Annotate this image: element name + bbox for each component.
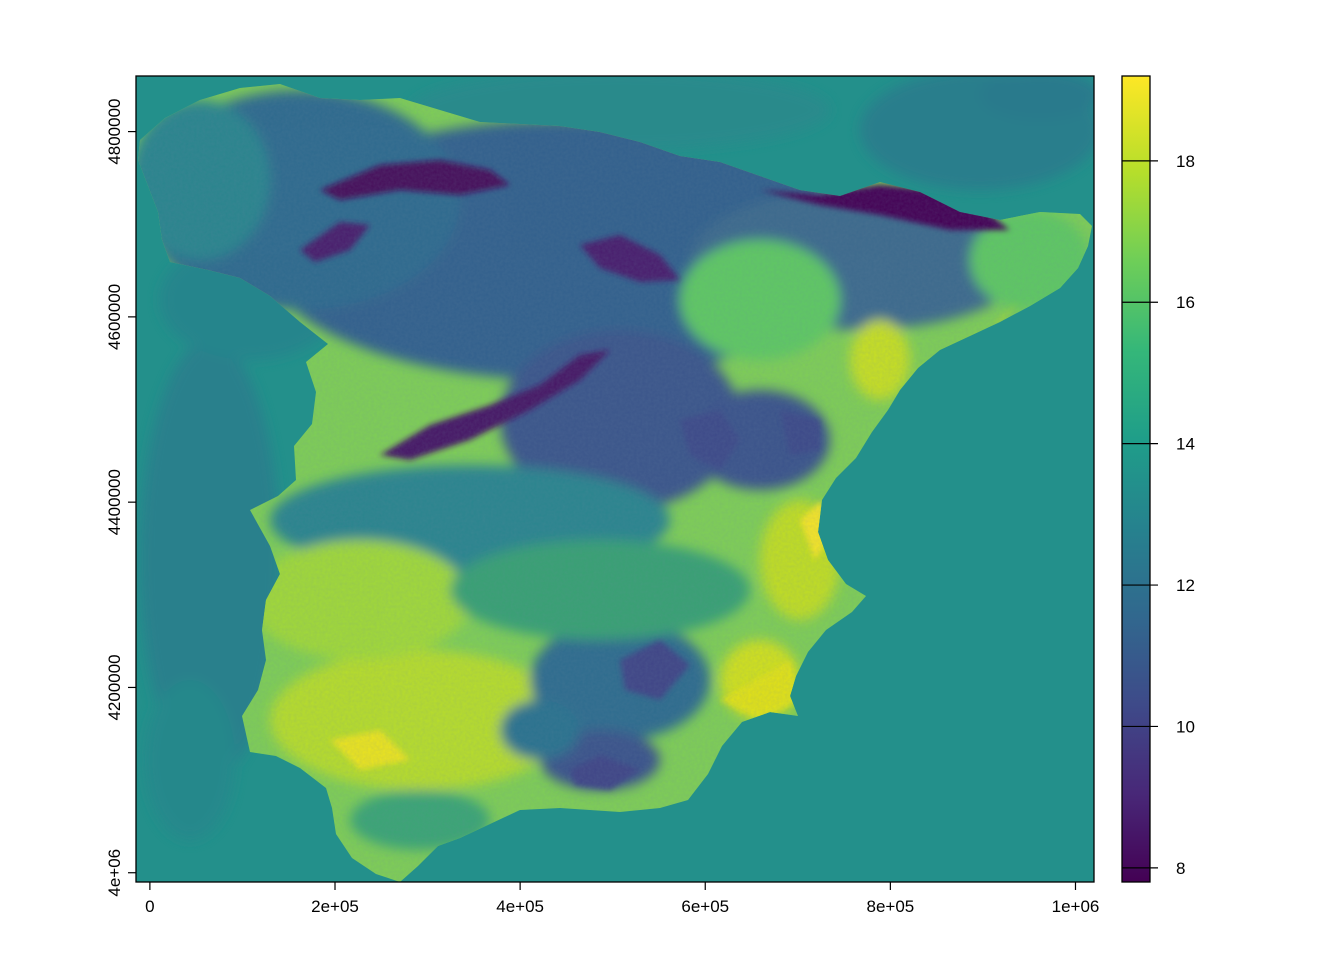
y-tick-label: 4800000 [105,98,124,164]
colorbar-gradient [1122,76,1150,882]
colorbar-tick-label: 14 [1176,435,1195,454]
y-tick-label: 4200000 [105,654,124,720]
x-axis: 0 2e+05 4e+05 6e+05 8e+05 1e+06 [145,882,1099,916]
x-tick-label: 0 [145,897,154,916]
colorbar-tick-label: 8 [1176,859,1185,878]
y-tick-label: 4400000 [105,469,124,535]
plot-frame [135,75,1095,883]
x-tick-label: 1e+06 [1052,897,1100,916]
colorbar-tick-label: 16 [1176,293,1195,312]
x-tick-label: 6e+05 [681,897,729,916]
x-tick-label: 2e+05 [311,897,359,916]
colorbar-tick-label: 12 [1176,576,1195,595]
raster-area [136,76,1094,882]
y-tick-label: 4e+06 [105,849,124,897]
land-temperature-field [138,84,1092,882]
colorbar-ticks: 8 10 12 14 16 18 [1122,152,1195,878]
colorbar: 8 10 12 14 16 18 [1121,75,1195,883]
y-axis: 4e+06 4200000 4400000 4600000 4800000 [105,98,136,897]
colorbar-tick-label: 10 [1176,717,1195,736]
colorbar-frame [1121,75,1151,883]
colorbar-tick-label: 18 [1176,152,1195,171]
x-tick-label: 4e+05 [496,897,544,916]
x-tick-label: 8e+05 [866,897,914,916]
y-tick-label: 4600000 [105,284,124,350]
